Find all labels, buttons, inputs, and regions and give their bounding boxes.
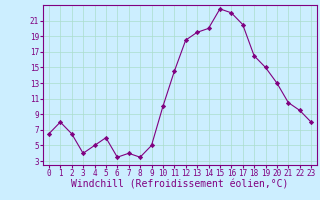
X-axis label: Windchill (Refroidissement éolien,°C): Windchill (Refroidissement éolien,°C) xyxy=(71,180,289,190)
